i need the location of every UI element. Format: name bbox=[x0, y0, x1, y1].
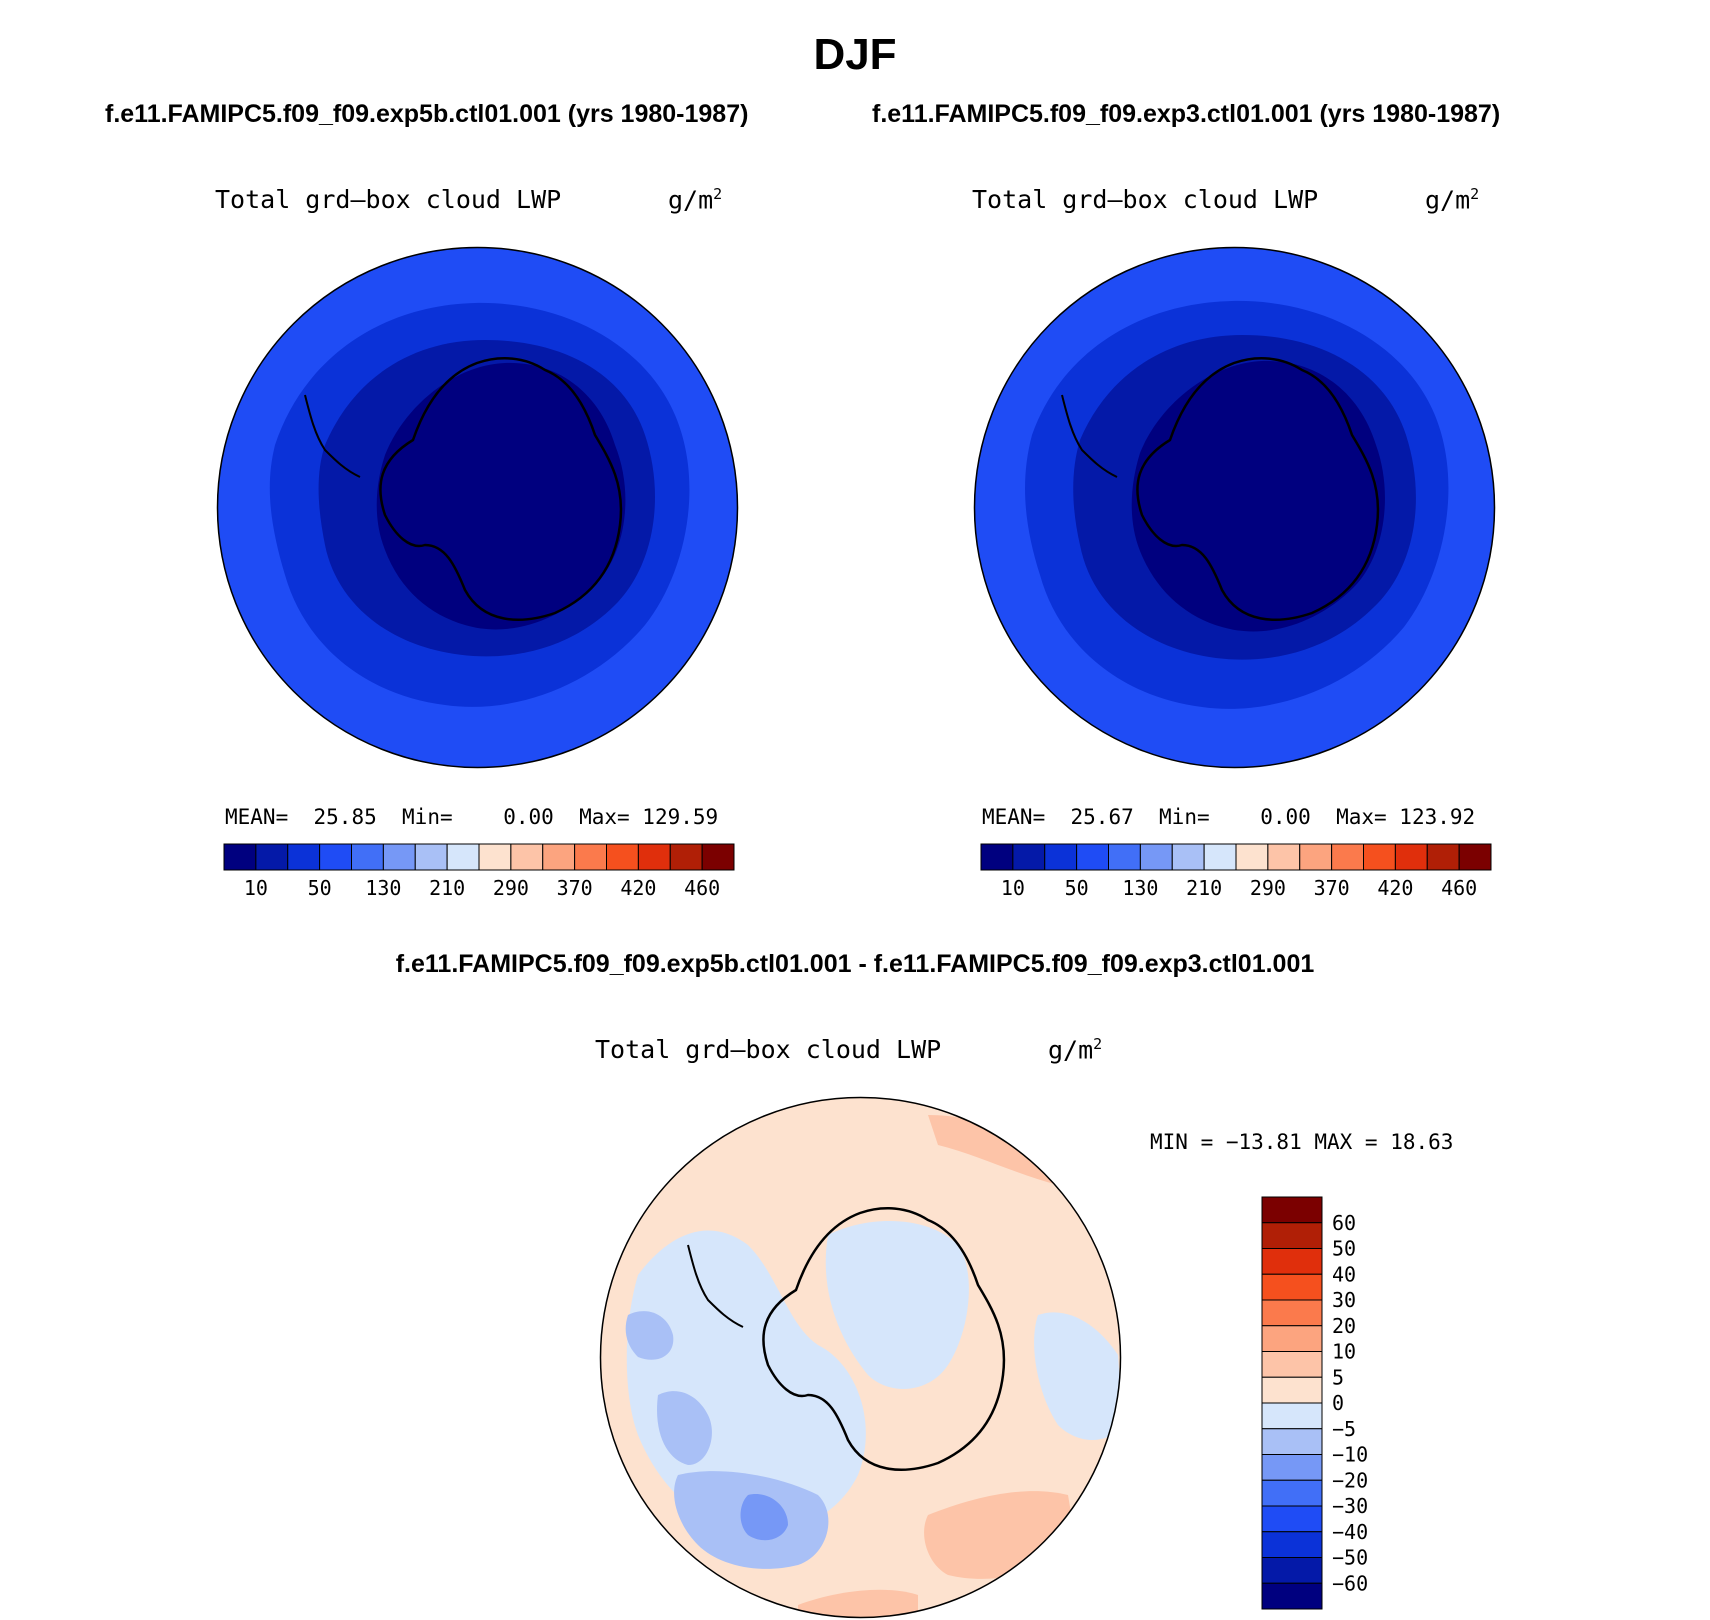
right-colorbar-swatch bbox=[1363, 843, 1396, 871]
difference-colorbar-swatch bbox=[1261, 1222, 1323, 1249]
left-colorbar-swatch bbox=[574, 843, 607, 871]
right-colorbar-label: 290 bbox=[1250, 876, 1286, 900]
left-colorbar-swatch bbox=[606, 843, 639, 871]
right-colorbar-label: 10 bbox=[1001, 876, 1025, 900]
difference-colorbar-label: 60 bbox=[1332, 1211, 1356, 1235]
left-colorbar-label: 460 bbox=[684, 876, 720, 900]
difference-colorbar-label: −60 bbox=[1332, 1571, 1368, 1595]
right-colorbar-swatch bbox=[1076, 843, 1109, 871]
diff-units-label: g/m2 bbox=[1048, 1035, 1103, 1065]
left-colorbar-swatch bbox=[478, 843, 512, 871]
difference-colorbar-swatch bbox=[1261, 1454, 1323, 1481]
difference-colorbar-swatch bbox=[1261, 1325, 1323, 1352]
right-polar-map bbox=[973, 246, 1496, 769]
difference-colorbar-label: 40 bbox=[1332, 1262, 1356, 1286]
difference-colorbar-swatch bbox=[1261, 1196, 1323, 1224]
difference-colorbar-swatch bbox=[1261, 1402, 1323, 1430]
left-colorbar-swatch bbox=[351, 843, 384, 871]
difference-colorbar-swatch bbox=[1261, 1505, 1323, 1533]
left-colorbar-label: 10 bbox=[244, 876, 268, 900]
difference-colorbar-label: −10 bbox=[1332, 1443, 1368, 1467]
left-colorbar-swatch bbox=[414, 843, 448, 871]
left-colorbar-swatch bbox=[669, 843, 703, 871]
left-units-label: g/m2 bbox=[668, 185, 723, 215]
right-colorbar-swatch bbox=[1426, 843, 1460, 871]
left-variable-label: Total grd—box cloud LWP bbox=[215, 185, 562, 214]
difference-colorbar-label: 50 bbox=[1332, 1237, 1356, 1261]
left-colorbar-label: 50 bbox=[308, 876, 332, 900]
right-colorbar-label: 370 bbox=[1314, 876, 1350, 900]
difference-colorbar-label: 5 bbox=[1332, 1365, 1344, 1389]
left-colorbar-swatch bbox=[637, 843, 671, 871]
right-colorbar-swatch bbox=[1044, 843, 1078, 871]
difference-colorbar-swatch bbox=[1261, 1376, 1323, 1404]
right-case-title: f.e11.FAMIPC5.f09_f09.exp3.ctl01.001 (yr… bbox=[872, 100, 1501, 128]
difference-colorbar-swatch bbox=[1261, 1299, 1323, 1327]
right-colorbar-swatch bbox=[1299, 843, 1333, 871]
left-colorbar-swatch bbox=[382, 843, 416, 871]
difference-colorbar-label: −5 bbox=[1332, 1417, 1356, 1441]
left-stats: MEAN= 25.85 Min= 0.00 Max= 129.59 bbox=[225, 805, 719, 829]
left-colorbar-swatch bbox=[319, 843, 352, 871]
right-colorbar-swatch bbox=[1235, 843, 1269, 871]
difference-colorbar-swatch bbox=[1261, 1428, 1323, 1455]
right-colorbar-swatch bbox=[1331, 843, 1364, 871]
difference-colorbar-swatch bbox=[1261, 1248, 1323, 1275]
right-colorbar-swatch bbox=[1203, 843, 1237, 871]
right-colorbar-swatch bbox=[980, 843, 1014, 871]
difference-stats: MIN = −13.81 MAX = 18.63 bbox=[1150, 1130, 1454, 1154]
left-colorbar-swatch bbox=[510, 843, 544, 871]
left-colorbar-swatch bbox=[223, 843, 257, 871]
difference-colorbar-label: −50 bbox=[1332, 1546, 1368, 1570]
left-colorbar-label: 420 bbox=[620, 876, 656, 900]
difference-colorbar-swatch bbox=[1261, 1351, 1323, 1378]
left-colorbar-swatch bbox=[287, 843, 321, 871]
left-colorbar: 10 50 130 210 290 370 420 460 bbox=[223, 843, 735, 900]
diff-variable-label: Total grd—box cloud LWP bbox=[595, 1035, 942, 1064]
difference-colorbar-label: 10 bbox=[1332, 1340, 1356, 1364]
left-colorbar-swatch bbox=[255, 843, 289, 871]
difference-colorbar-label: 20 bbox=[1332, 1314, 1356, 1338]
right-stats: MEAN= 25.67 Min= 0.00 Max= 123.92 bbox=[982, 805, 1476, 829]
left-colorbar-swatch bbox=[446, 843, 480, 871]
left-colorbar-swatch bbox=[701, 843, 735, 871]
right-colorbar-swatch bbox=[1394, 843, 1428, 871]
difference-colorbar-swatch bbox=[1261, 1531, 1323, 1558]
right-colorbar-swatch bbox=[1139, 843, 1173, 871]
difference-title: f.e11.FAMIPC5.f09_f09.exp5b.ctl01.001 - … bbox=[395, 950, 1315, 978]
right-colorbar-swatch bbox=[1108, 843, 1141, 871]
right-colorbar-label: 50 bbox=[1065, 876, 1089, 900]
left-colorbar-label: 210 bbox=[429, 876, 465, 900]
right-colorbar-label: 130 bbox=[1122, 876, 1158, 900]
left-colorbar-label: 290 bbox=[493, 876, 529, 900]
right-colorbar: 10 50 130 210 290 370 420 460 bbox=[980, 843, 1492, 900]
difference-colorbar-swatch bbox=[1261, 1557, 1323, 1584]
difference-colorbar-label: −40 bbox=[1332, 1520, 1368, 1544]
difference-colorbar-label: 0 bbox=[1332, 1391, 1344, 1415]
left-colorbar-label: 130 bbox=[365, 876, 401, 900]
difference-colorbar-label: −30 bbox=[1332, 1494, 1368, 1518]
left-colorbar-label: 370 bbox=[557, 876, 593, 900]
left-case-title: f.e11.FAMIPC5.f09_f09.exp5b.ctl01.001 (y… bbox=[105, 100, 749, 128]
right-variable-label: Total grd—box cloud LWP bbox=[972, 185, 1319, 214]
difference-colorbar-swatch bbox=[1261, 1582, 1323, 1610]
left-polar-map bbox=[216, 246, 739, 769]
left-colorbar-swatch bbox=[542, 843, 576, 871]
difference-colorbar-label: −20 bbox=[1332, 1468, 1368, 1492]
right-units-label: g/m2 bbox=[1425, 185, 1480, 215]
right-colorbar-swatch bbox=[1012, 843, 1046, 871]
difference-polar-map bbox=[599, 1096, 1122, 1619]
right-colorbar-label: 210 bbox=[1186, 876, 1222, 900]
figure-title: DJF bbox=[813, 30, 897, 79]
right-colorbar-swatch bbox=[1171, 843, 1205, 871]
right-colorbar-swatch bbox=[1267, 843, 1301, 871]
right-colorbar-swatch bbox=[1458, 843, 1492, 871]
difference-colorbar-swatch bbox=[1261, 1479, 1323, 1507]
difference-colorbar-swatch bbox=[1261, 1273, 1323, 1301]
right-colorbar-label: 460 bbox=[1441, 876, 1477, 900]
difference-colorbar-label: 30 bbox=[1332, 1288, 1356, 1312]
right-colorbar-label: 420 bbox=[1377, 876, 1413, 900]
